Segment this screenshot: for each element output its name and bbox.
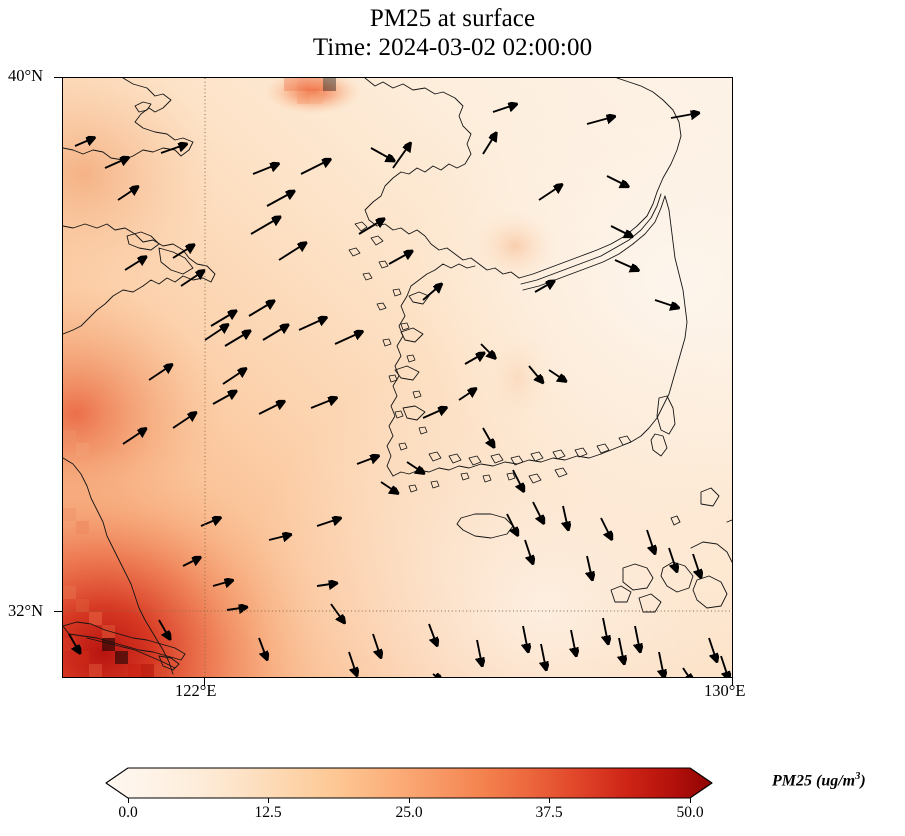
title-line-variable: PM25 at surface <box>369 5 536 32</box>
cbtick-mark-375 <box>549 798 550 803</box>
cbtick-label-25: 25.0 <box>395 804 423 821</box>
xtick-mark-130e <box>732 678 734 686</box>
cbtick-label-375: 37.5 <box>535 804 563 821</box>
wind-vector-field <box>68 106 727 677</box>
ytick-label-32n: 32°N <box>8 601 44 620</box>
colorbar: 0.0 12.5 25.0 37.5 50.0 <box>62 764 734 821</box>
cbtick-mark-125 <box>268 798 269 803</box>
pm25-field-and-coastlines <box>63 78 732 677</box>
colorbar-label-tail: ) <box>860 772 866 790</box>
xtick-label-130e: 130°E <box>704 681 746 700</box>
ytick-label-40n: 40°N <box>8 66 44 85</box>
graticule-gridlines <box>63 78 732 677</box>
cbtick-mark-50 <box>690 798 691 803</box>
colorbar-tick-row: 0.0 12.5 25.0 37.5 50.0 <box>62 798 734 828</box>
colorbar-gradient <box>105 767 713 799</box>
ytick-mark-32n <box>54 611 62 613</box>
title-line-time: Time: 2024-03-02 02:00:00 <box>312 34 593 61</box>
cbtick-label-0: 0.0 <box>118 804 138 821</box>
map-plot-area <box>62 77 733 678</box>
cbtick-mark-25 <box>409 798 410 803</box>
xtick-mark-122e <box>204 678 206 686</box>
colorbar-label-text: PM25 (ug/m <box>772 772 856 790</box>
colorbar-label-exponent: 3 <box>855 771 861 782</box>
xtick-label-122e: 122°E <box>175 681 217 700</box>
cbtick-label-125: 12.5 <box>254 804 282 821</box>
grid-cell-texture-north <box>284 78 336 104</box>
cbtick-label-50: 50.0 <box>676 804 704 821</box>
figure-title: PM25 at surface Time: 2024-03-02 02:00:0… <box>0 4 905 62</box>
ytick-mark-40n <box>54 77 62 79</box>
cbtick-mark-0 <box>128 798 129 803</box>
colorbar-axis-label: PM25 (ug/m3) <box>772 771 866 790</box>
